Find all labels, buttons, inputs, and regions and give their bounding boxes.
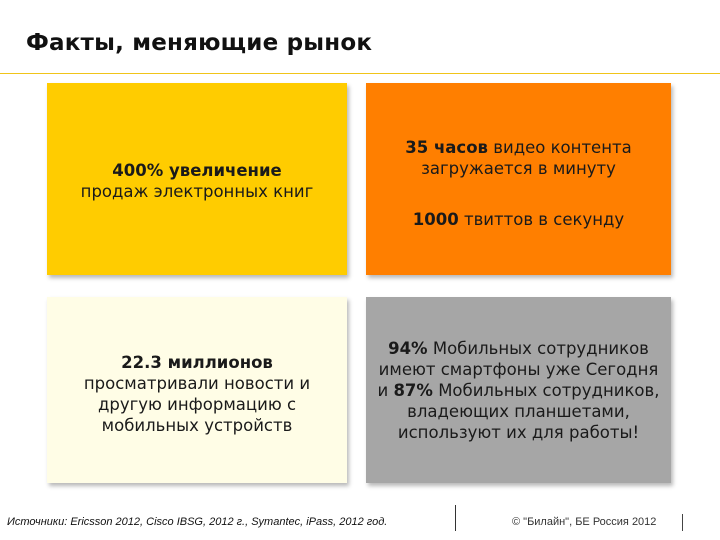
fact-tile-video-tweets: 35 часов видео контента загружается в ми… [366, 83, 671, 275]
fact-highlight: 22.3 миллионов [121, 353, 273, 372]
fact-tile-mobile-news: 22.3 миллионов просматривали новости и д… [47, 297, 347, 483]
fact-text: 22.3 миллионов просматривали новости и д… [57, 352, 337, 436]
fact-text: 400% увеличение продаж электронных книг [81, 160, 314, 202]
footer-sources: Источники: Ericsson 2012, Cisco IBSG, 20… [7, 516, 388, 528]
fact-text-tweets: 1000 твиттов в секунду [413, 209, 624, 230]
fact-text-video: 35 часов видео контента загружается в ми… [384, 137, 654, 179]
fact-highlight: 94% [388, 338, 428, 358]
fact-description: просматривали новости и другую информаци… [83, 374, 311, 435]
fact-tile-mobile-workers: 94% Мобильных сотрудников имеют смартфон… [366, 297, 671, 483]
footer-copyright: © "Билайн", БЕ Россия 2012 [512, 516, 657, 528]
fact-highlight: 35 часов [405, 138, 488, 157]
page-title: Факты, меняющие рынок [26, 30, 373, 56]
fact-highlight: 400% увеличение [112, 161, 282, 180]
footer-divider [455, 505, 456, 531]
fact-highlight: 87% [393, 380, 433, 400]
fact-tile-ebooks: 400% увеличение продаж электронных книг [47, 83, 347, 275]
fact-description: твиттов в секунду [458, 210, 625, 229]
fact-description: видео контента загружается в минуту [421, 138, 632, 178]
footer-end-mark [682, 514, 683, 531]
fact-text: 94% Мобильных сотрудников имеют смартфон… [376, 338, 661, 443]
fact-description: Мобильных сотрудников, владеющих планшет… [397, 380, 660, 442]
title-divider [0, 73, 720, 74]
fact-description: Мобильных сотрудников имеют смартфоны уж… [377, 338, 659, 400]
fact-description: продаж электронных книг [80, 182, 314, 201]
fact-highlight: 1000 [412, 210, 459, 229]
